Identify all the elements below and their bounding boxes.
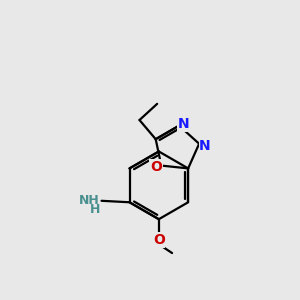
Text: NH: NH bbox=[79, 194, 100, 207]
Text: O: O bbox=[153, 233, 165, 247]
Text: N: N bbox=[178, 117, 189, 131]
Text: H: H bbox=[90, 202, 100, 215]
Text: O: O bbox=[150, 160, 162, 174]
Text: N: N bbox=[199, 139, 211, 153]
